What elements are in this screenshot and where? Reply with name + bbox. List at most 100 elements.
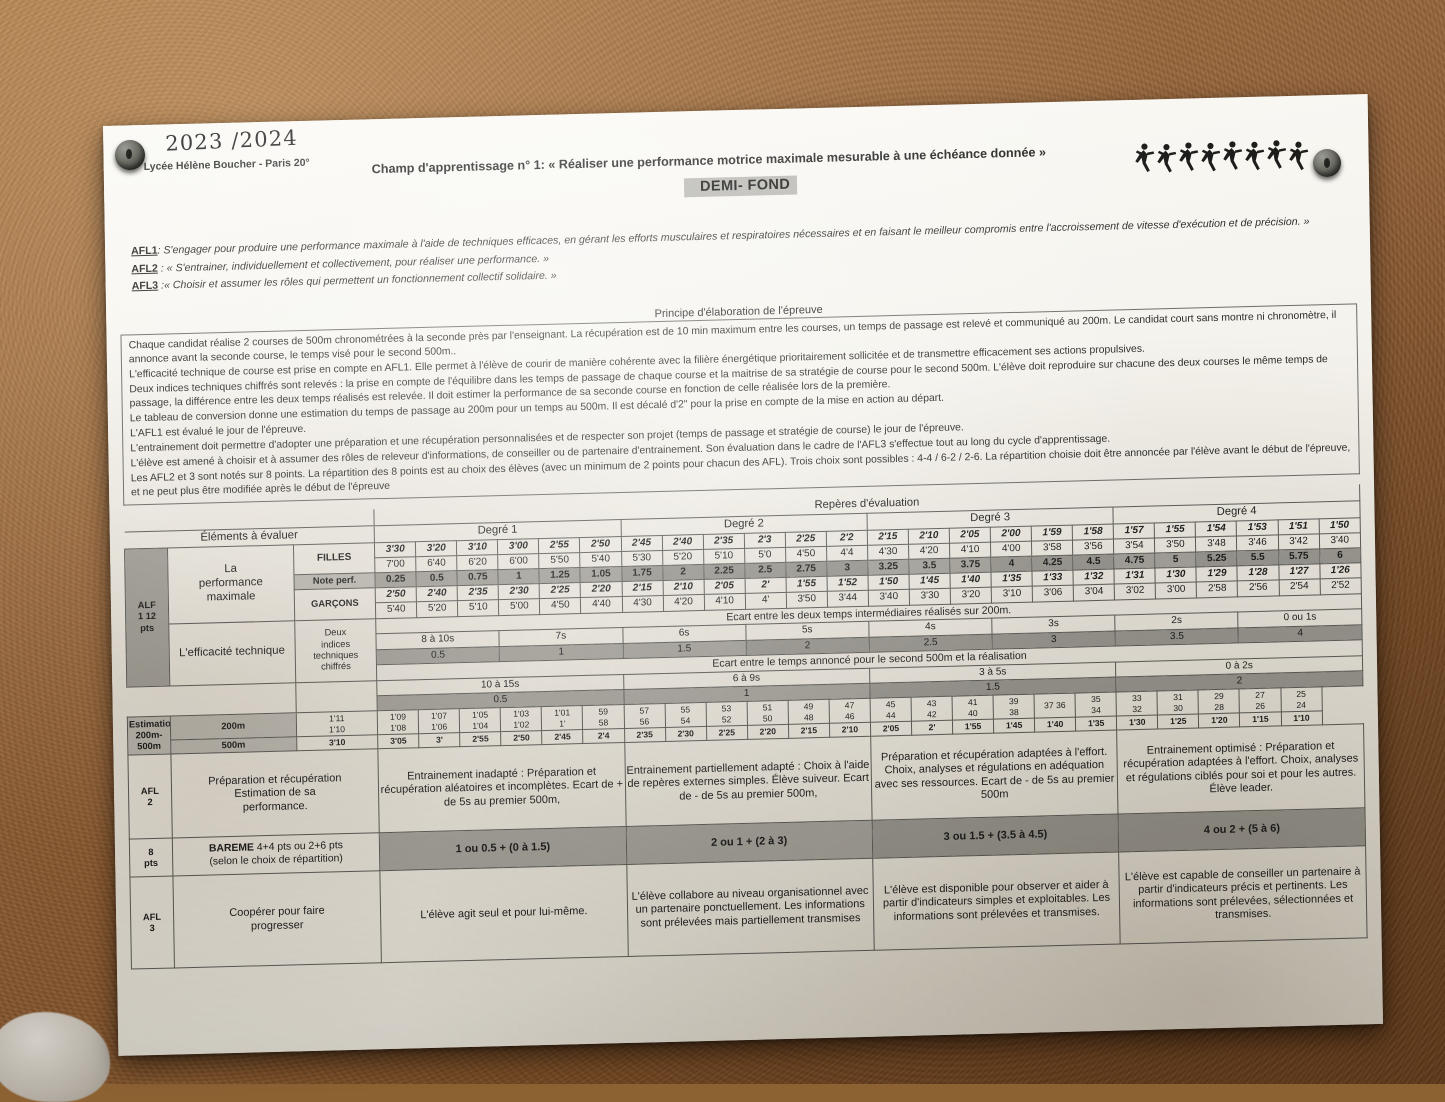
cell: 4'30 — [621, 595, 664, 613]
cell: 4'4 — [826, 545, 868, 562]
bareme-degree1: 1 ou 0.5 + (0 à 1.5) — [379, 826, 627, 872]
cell: 2'25 — [706, 725, 748, 741]
cell: 2'30 — [665, 726, 707, 742]
cell: 2'4 — [583, 728, 625, 744]
cell: 5.25 — [1196, 550, 1238, 568]
cell: 2'54 — [1278, 579, 1320, 596]
cell: 5'30 — [621, 550, 663, 567]
cell: 2'35 — [702, 532, 745, 550]
alf1-block-label: ALF 1 12 pts — [124, 547, 170, 687]
afl2-block-label: AFL 2 — [127, 754, 173, 840]
cell: 3'44 — [827, 590, 869, 607]
cell: 3'56 — [1072, 538, 1114, 556]
cell: 4.5 — [1072, 553, 1115, 571]
cell: 2'55 — [459, 731, 502, 748]
cell: 41 40 — [952, 695, 994, 721]
cell: 2' — [911, 720, 953, 736]
evaluation-grid-table: Repères d'évaluation Éléments à évaluer … — [123, 484, 1368, 970]
cell: 2'05 — [949, 526, 991, 543]
cell: 2'10 — [662, 579, 704, 596]
cell: 35 34 — [1075, 692, 1117, 718]
bareme-label: BAREME 4+4 pts ou 2+6 pts (selon le choi… — [172, 833, 381, 877]
cell: 2'25 — [785, 530, 827, 548]
filles-label: FILLES — [293, 542, 376, 575]
cell: 2'50 — [375, 586, 417, 604]
cell: 3'30 — [909, 588, 951, 605]
cell: 59 58 — [582, 704, 625, 730]
cell: 2'35 — [457, 584, 499, 601]
bareme-degree4: 4 ou 2 + (5 à 6) — [1118, 808, 1366, 853]
performance-maximale-label: La performance maximale — [167, 544, 295, 624]
cell: 1'11 1'10 — [296, 710, 378, 737]
afl2-criterion: Préparation et récupération Estimation d… — [170, 749, 380, 839]
cell: 1'30 — [1155, 567, 1197, 584]
cell: 5'00 — [498, 598, 541, 616]
cell: 5'10 — [457, 599, 499, 617]
cell: 1.25 — [539, 567, 581, 584]
cell: 6'20 — [456, 554, 499, 571]
cell: 3.25 — [867, 559, 909, 576]
cell: 3'50 — [786, 591, 828, 608]
cell: 2'20 — [747, 724, 789, 740]
cell: 0.75 — [457, 569, 499, 586]
afl3-degree4-cell: L'élève est capable de conseiller un par… — [1118, 846, 1368, 945]
cell: 1'28 — [1237, 565, 1279, 582]
cell: 4'10 — [703, 593, 746, 610]
cell: 4'50 — [785, 546, 827, 563]
cell: 1'03 1'02 — [500, 706, 542, 732]
cell: 1'33 — [1032, 570, 1074, 587]
cell: 5'0 — [744, 547, 786, 564]
cell: 3 — [826, 560, 868, 577]
push-pin-right — [1313, 149, 1341, 177]
cell: 1'40 — [1034, 717, 1076, 733]
garcons-label: GARÇONS — [293, 587, 376, 621]
cell: 1'55 — [1154, 521, 1196, 538]
cell: 1'05 1'04 — [459, 707, 501, 733]
cell: 2'45 — [620, 535, 663, 552]
cell: 5'20 — [662, 549, 704, 566]
cell: 1'55 — [785, 576, 828, 593]
cell: 2'20 — [580, 581, 622, 598]
cell: 2'40 — [661, 534, 704, 551]
cell: 1'54 — [1195, 520, 1237, 537]
afl3-degree1-cell: L'élève agit seul et pour lui-même. — [380, 864, 628, 964]
cell: 2.75 — [785, 561, 827, 578]
handwritten-school-year: 2023 /2024 — [164, 125, 299, 156]
cell: 2'55 — [538, 537, 581, 554]
estimation-200m-label: 200m — [169, 712, 297, 741]
cell: 3'40 — [1318, 532, 1361, 549]
cell: 1'35 — [991, 571, 1033, 588]
afl2-degree2-cell: Entrainement partiellement adapté : Choi… — [624, 736, 872, 827]
afl3-label: AFL3 — [131, 279, 159, 293]
afl3-block-label: AFL 3 — [129, 876, 175, 970]
cell: 3'54 — [1113, 537, 1156, 554]
cell: 4 — [990, 556, 1033, 573]
cell: 47 46 — [828, 698, 871, 724]
estimation-label: Estimation 200m-500m — [127, 716, 171, 756]
school-name: Lycée Hélène Boucher - Paris 20° — [143, 156, 310, 173]
cell: 1 — [498, 568, 540, 585]
cell: 1'50 — [1318, 517, 1361, 534]
cell: 2.25 — [703, 563, 745, 580]
cell: 0.5 — [416, 570, 458, 587]
cell: 5'10 — [703, 548, 745, 565]
cell: 1'57 — [1113, 522, 1155, 539]
cell: 5.5 — [1237, 549, 1279, 567]
cell: 3'10 — [991, 586, 1033, 603]
cell: 1'40 — [950, 572, 992, 589]
afl1-label: AFL1 — [130, 244, 158, 258]
cell: 3'10 — [456, 539, 498, 556]
cell: 2'40 — [416, 585, 458, 603]
cell: 3'06 — [1032, 585, 1074, 602]
cell: 3'30 — [374, 541, 416, 558]
cell: 1'09 1'08 — [377, 709, 419, 735]
afl2-degree4-cell: Entrainement optimisé : Préparation et r… — [1116, 724, 1365, 815]
cell: 5'20 — [416, 600, 458, 618]
cell: 2'15 — [867, 528, 909, 546]
cell: 3'20 — [950, 587, 992, 604]
cell: 1'20 — [1198, 712, 1241, 729]
cell: 3'42 — [1277, 533, 1320, 550]
cell: 1'55 — [952, 719, 994, 735]
cell: 4'00 — [990, 540, 1032, 558]
cell: 1'45 — [993, 718, 1035, 734]
